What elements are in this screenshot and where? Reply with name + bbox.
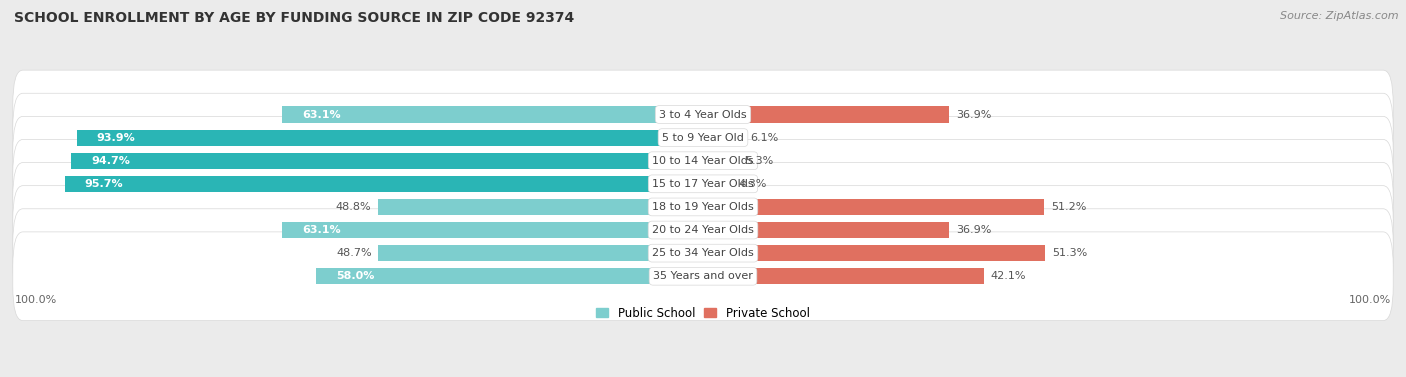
Bar [703, 222, 949, 238]
Text: SCHOOL ENROLLMENT BY AGE BY FUNDING SOURCE IN ZIP CODE 92374: SCHOOL ENROLLMENT BY AGE BY FUNDING SOUR… [14, 11, 574, 25]
Text: 6.1%: 6.1% [751, 133, 779, 143]
Bar [703, 268, 984, 284]
Text: 51.3%: 51.3% [1052, 248, 1087, 258]
Text: 63.1%: 63.1% [302, 225, 340, 235]
Text: 48.7%: 48.7% [336, 248, 371, 258]
Text: 18 to 19 Year Olds: 18 to 19 Year Olds [652, 202, 754, 212]
Bar [703, 153, 738, 169]
FancyBboxPatch shape [13, 232, 1393, 320]
Text: 15 to 17 Year Olds: 15 to 17 Year Olds [652, 179, 754, 189]
Text: Source: ZipAtlas.com: Source: ZipAtlas.com [1281, 11, 1399, 21]
Bar [77, 130, 703, 146]
FancyBboxPatch shape [13, 116, 1393, 205]
Bar [703, 245, 1045, 261]
Text: 25 to 34 Year Olds: 25 to 34 Year Olds [652, 248, 754, 258]
Bar [65, 176, 703, 192]
FancyBboxPatch shape [13, 209, 1393, 297]
Bar [703, 106, 949, 123]
FancyBboxPatch shape [13, 70, 1393, 159]
Bar [378, 199, 703, 215]
Bar [703, 176, 731, 192]
Bar [703, 130, 744, 146]
Text: 5 to 9 Year Old: 5 to 9 Year Old [662, 133, 744, 143]
Text: 58.0%: 58.0% [336, 271, 374, 281]
Legend: Public School, Private School: Public School, Private School [592, 302, 814, 324]
Text: 4.3%: 4.3% [738, 179, 766, 189]
FancyBboxPatch shape [13, 186, 1393, 274]
Bar [703, 199, 1045, 215]
Text: 3 to 4 Year Olds: 3 to 4 Year Olds [659, 109, 747, 120]
FancyBboxPatch shape [13, 139, 1393, 228]
Bar [316, 268, 703, 284]
Text: 36.9%: 36.9% [956, 225, 991, 235]
Text: 5.3%: 5.3% [745, 156, 773, 166]
Text: 48.8%: 48.8% [335, 202, 371, 212]
Text: 10 to 14 Year Olds: 10 to 14 Year Olds [652, 156, 754, 166]
Text: 42.1%: 42.1% [990, 271, 1026, 281]
Bar [72, 153, 703, 169]
Text: 93.9%: 93.9% [97, 133, 135, 143]
Text: 51.2%: 51.2% [1052, 202, 1087, 212]
Text: 95.7%: 95.7% [84, 179, 124, 189]
Bar [283, 106, 703, 123]
FancyBboxPatch shape [13, 162, 1393, 251]
Text: 63.1%: 63.1% [302, 109, 340, 120]
Bar [378, 245, 703, 261]
FancyBboxPatch shape [13, 93, 1393, 182]
Text: 36.9%: 36.9% [956, 109, 991, 120]
Text: 94.7%: 94.7% [91, 156, 131, 166]
Bar [283, 222, 703, 238]
Text: 20 to 24 Year Olds: 20 to 24 Year Olds [652, 225, 754, 235]
Text: 35 Years and over: 35 Years and over [652, 271, 754, 281]
